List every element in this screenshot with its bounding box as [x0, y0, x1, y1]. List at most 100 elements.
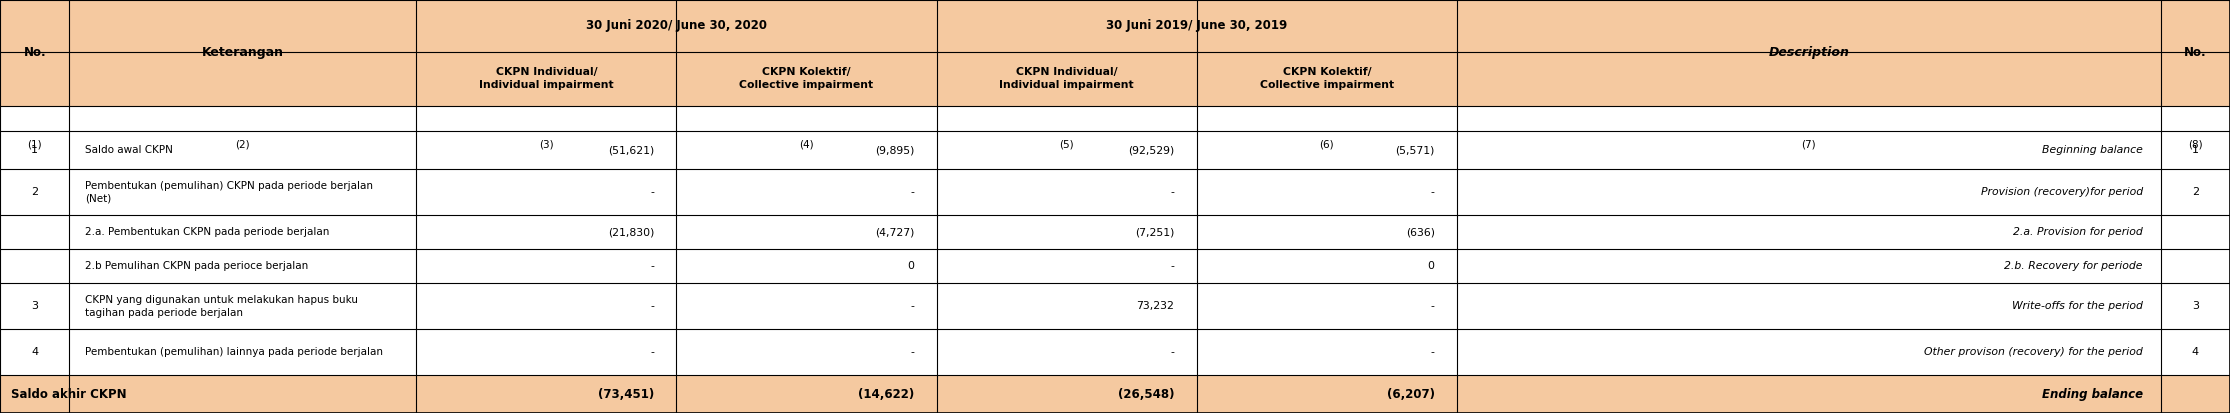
- Bar: [1198, 106, 1456, 131]
- Bar: [0, 169, 69, 215]
- Text: -: -: [910, 347, 914, 358]
- Bar: [417, 106, 676, 131]
- Bar: [0, 106, 69, 131]
- Bar: [1456, 0, 2161, 106]
- Text: -: -: [651, 187, 653, 197]
- Text: (14,622): (14,622): [859, 388, 914, 401]
- Bar: [0, 215, 69, 249]
- Bar: [1198, 169, 1456, 215]
- Text: Description: Description: [1768, 46, 1849, 59]
- Bar: [676, 0, 937, 106]
- Text: (4,727): (4,727): [874, 227, 914, 237]
- Text: -: -: [651, 301, 653, 311]
- Text: Other provison (recovery) for the period: Other provison (recovery) for the period: [1924, 347, 2143, 358]
- Bar: [417, 131, 676, 169]
- Bar: [69, 215, 417, 249]
- Text: -: -: [1171, 347, 1175, 358]
- Bar: [417, 283, 676, 330]
- Text: Keterangan: Keterangan: [203, 46, 283, 59]
- Text: 4: 4: [31, 347, 38, 358]
- Text: -: -: [1432, 301, 1434, 311]
- Text: Ending balance: Ending balance: [2043, 388, 2143, 401]
- Text: No.: No.: [2183, 46, 2208, 59]
- Text: (73,451): (73,451): [598, 388, 653, 401]
- Bar: [69, 169, 417, 215]
- Bar: [69, 283, 417, 330]
- Bar: [2161, 131, 2230, 169]
- Text: CKPN Kolektif/
Collective impairment: CKPN Kolektif/ Collective impairment: [740, 67, 874, 90]
- Text: (3): (3): [540, 139, 553, 150]
- Bar: [676, 131, 937, 169]
- Text: 1: 1: [2192, 145, 2199, 155]
- Text: 30 Juni 2020/ June 30, 2020: 30 Juni 2020/ June 30, 2020: [586, 19, 767, 32]
- Bar: [69, 249, 417, 283]
- Text: 1: 1: [31, 145, 38, 155]
- Text: 30 Juni 2019/ June 30, 2019: 30 Juni 2019/ June 30, 2019: [1106, 19, 1287, 32]
- Text: Saldo akhir CKPN: Saldo akhir CKPN: [11, 388, 127, 401]
- Bar: [0, 375, 69, 413]
- Bar: [1456, 131, 2161, 169]
- Bar: [676, 375, 937, 413]
- Text: Pembentukan (pemulihan) CKPN pada periode berjalan
(Net): Pembentukan (pemulihan) CKPN pada period…: [85, 181, 372, 203]
- Text: (26,548): (26,548): [1117, 388, 1175, 401]
- Bar: [2161, 106, 2230, 131]
- Text: CKPN Individual/
Individual impairment: CKPN Individual/ Individual impairment: [999, 67, 1135, 90]
- Bar: [937, 169, 1198, 215]
- Bar: [0, 330, 69, 375]
- Text: (2): (2): [236, 139, 250, 150]
- Bar: [2161, 283, 2230, 330]
- Text: No.: No.: [22, 46, 47, 59]
- Text: CKPN Kolektif/
Collective impairment: CKPN Kolektif/ Collective impairment: [1260, 67, 1394, 90]
- Bar: [417, 249, 676, 283]
- Text: (6): (6): [1320, 139, 1334, 150]
- Bar: [1456, 249, 2161, 283]
- Text: (92,529): (92,529): [1128, 145, 1175, 155]
- Bar: [2161, 0, 2230, 106]
- Text: 0: 0: [908, 261, 914, 271]
- Text: (636): (636): [1405, 227, 1434, 237]
- Text: 2.a. Pembentukan CKPN pada periode berjalan: 2.a. Pembentukan CKPN pada periode berja…: [85, 227, 330, 237]
- Text: -: -: [1171, 187, 1175, 197]
- Bar: [417, 375, 676, 413]
- Bar: [0, 0, 69, 106]
- Bar: [937, 131, 1198, 169]
- Bar: [0, 131, 69, 169]
- Text: 2.b Pemulihan CKPN pada perioce berjalan: 2.b Pemulihan CKPN pada perioce berjalan: [85, 261, 308, 271]
- Bar: [417, 169, 676, 215]
- Bar: [1456, 375, 2161, 413]
- Bar: [2161, 375, 2230, 413]
- Text: 2: 2: [31, 187, 38, 197]
- Bar: [937, 106, 1198, 131]
- Bar: [69, 0, 417, 106]
- Bar: [69, 131, 417, 169]
- Bar: [1198, 330, 1456, 375]
- Text: -: -: [910, 301, 914, 311]
- Bar: [69, 375, 417, 413]
- Text: -: -: [1432, 347, 1434, 358]
- Bar: [2161, 215, 2230, 249]
- Text: 4: 4: [2192, 347, 2199, 358]
- Text: Saldo awal CKPN: Saldo awal CKPN: [85, 145, 174, 155]
- Text: 2: 2: [2192, 187, 2199, 197]
- Bar: [676, 330, 937, 375]
- Bar: [1198, 249, 1456, 283]
- Text: 2.a. Provision for period: 2.a. Provision for period: [2014, 227, 2143, 237]
- Text: 3: 3: [2192, 301, 2199, 311]
- Bar: [417, 0, 676, 106]
- Text: -: -: [910, 187, 914, 197]
- Bar: [0, 249, 69, 283]
- Text: (7,251): (7,251): [1135, 227, 1175, 237]
- Bar: [676, 106, 937, 131]
- Text: CKPN yang digunakan untuk melakukan hapus buku
tagihan pada periode berjalan: CKPN yang digunakan untuk melakukan hapu…: [85, 295, 359, 318]
- Text: 73,232: 73,232: [1137, 301, 1175, 311]
- Text: Beginning balance: Beginning balance: [2043, 145, 2143, 155]
- Text: (21,830): (21,830): [609, 227, 653, 237]
- Bar: [1456, 169, 2161, 215]
- Bar: [2161, 330, 2230, 375]
- Text: (9,895): (9,895): [874, 145, 914, 155]
- Text: Pembentukan (pemulihan) lainnya pada periode berjalan: Pembentukan (pemulihan) lainnya pada per…: [85, 347, 384, 358]
- Text: 2.b. Recovery for periode: 2.b. Recovery for periode: [2005, 261, 2143, 271]
- Bar: [676, 283, 937, 330]
- Text: -: -: [1432, 187, 1434, 197]
- Text: (8): (8): [2188, 139, 2203, 150]
